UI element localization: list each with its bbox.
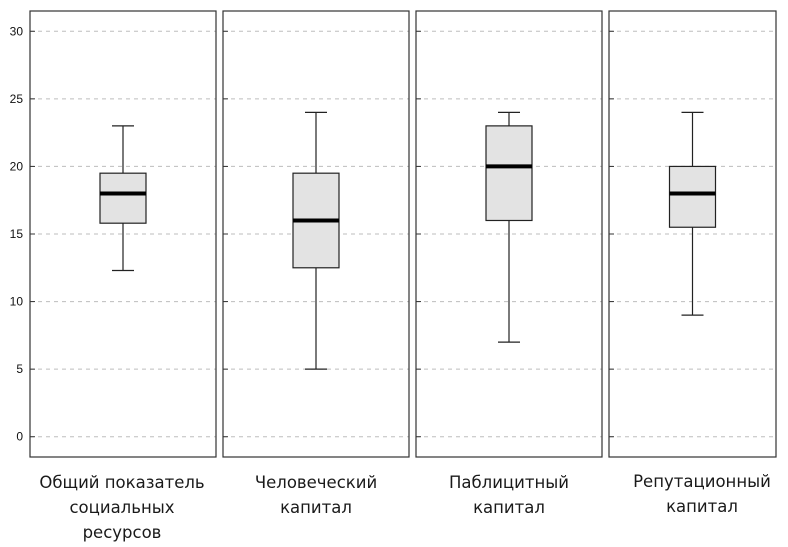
y-tick-label-1: 5 <box>16 362 23 376</box>
panel-frame-1 <box>29 10 217 458</box>
category-label-1: Общий показатель социальных ресурсов <box>39 473 205 542</box>
y-tick-label-6: 30 <box>10 24 24 38</box>
y-tick-label-5: 25 <box>10 92 24 106</box>
box-3 <box>485 125 533 222</box>
panel-frame-3 <box>415 10 603 458</box>
panel-frame-4 <box>608 10 777 458</box>
category-label-3: Паблицитный капитал <box>448 473 570 517</box>
panel-frame-2 <box>222 10 410 458</box>
y-tick-label-3: 15 <box>10 227 24 241</box>
category-labels: Общий показатель социальных ресурсов Чел… <box>0 470 788 547</box>
y-tick-label-4: 20 <box>10 159 24 173</box>
box-1 <box>99 172 147 224</box>
category-label-2: Человеческий капитал <box>254 473 378 517</box>
box-4 <box>668 165 717 228</box>
y-tick-label-0: 0 <box>16 430 23 444</box>
y-tick-label-2: 10 <box>10 295 24 309</box>
category-label-4: Репутационный капитал <box>633 472 771 516</box>
